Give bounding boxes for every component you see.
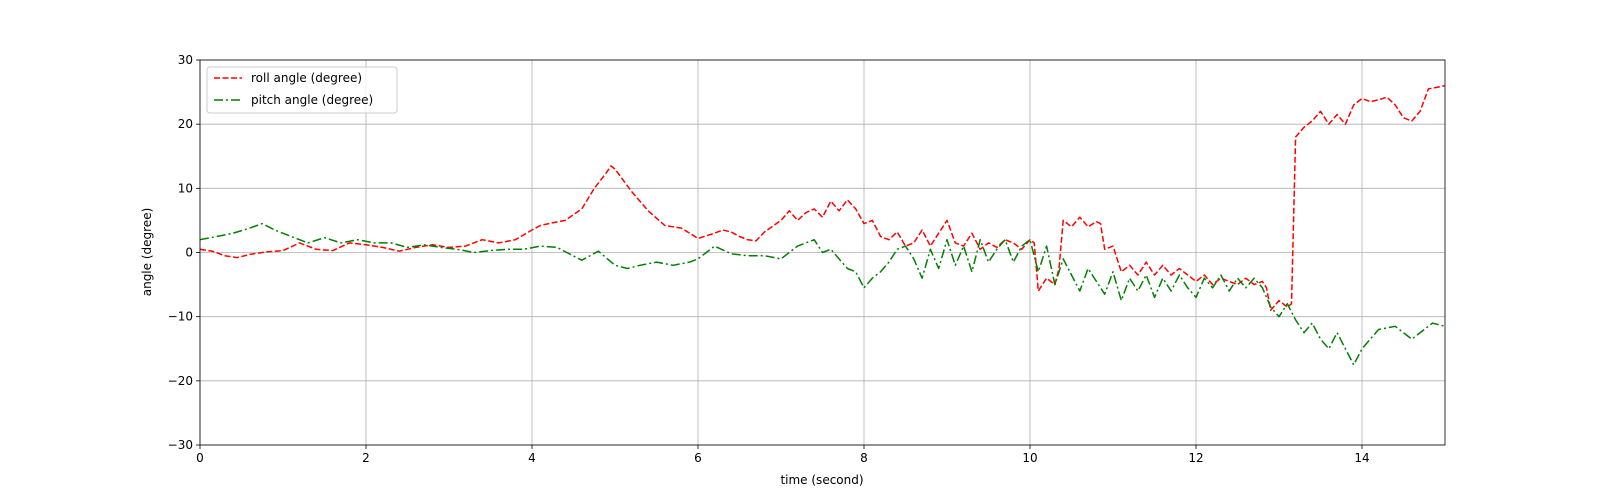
series-line-1 <box>199 222 1446 366</box>
x-axis-label: time (second) <box>780 473 863 487</box>
y-tick-label: −10 <box>168 310 193 324</box>
x-axis: 0 2 4 6 8 10 12 14 <box>196 445 1370 465</box>
y-tick-label: −20 <box>168 374 193 388</box>
x-tick-label: 0 <box>196 451 204 465</box>
x-tick-label: 2 <box>362 451 370 465</box>
x-tick-label: 4 <box>528 451 536 465</box>
y-tick-label: −30 <box>168 438 193 452</box>
x-tick-label: 10 <box>1022 451 1037 465</box>
legend: roll angle (degree) pitch angle (degree) <box>206 66 398 114</box>
legend-box <box>206 66 398 114</box>
y-tick-label: 20 <box>178 117 193 131</box>
x-tick-label: 12 <box>1188 451 1203 465</box>
series-layer <box>199 84 1446 366</box>
x-tick-label: 8 <box>860 451 868 465</box>
legend-label-pitch: pitch angle (degree) <box>251 93 373 107</box>
y-tick-label: 0 <box>185 246 193 260</box>
legend-label-roll: roll angle (degree) <box>251 71 362 85</box>
y-tick-label: 30 <box>178 53 193 67</box>
y-tick-label: 10 <box>178 181 193 195</box>
series-line-0 <box>199 84 1446 312</box>
x-tick-label: 14 <box>1354 451 1369 465</box>
y-axis: −30 −20 −10 0 10 20 30 <box>168 53 200 452</box>
y-axis-label: angle (degree) <box>140 208 154 297</box>
grid <box>199 59 1445 446</box>
x-tick-label: 6 <box>694 451 702 465</box>
